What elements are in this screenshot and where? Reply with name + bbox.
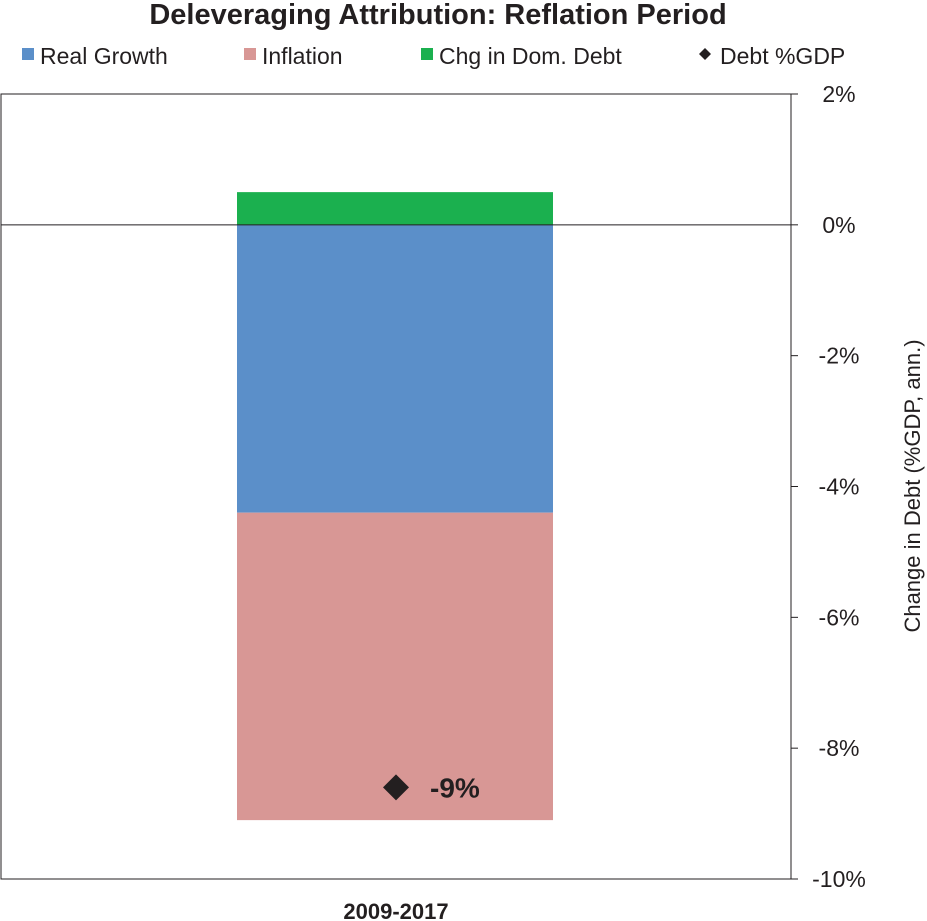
y-tick-label: 2% [822,81,855,107]
bars [237,192,553,820]
legend-label-inflation: Inflation [262,43,343,69]
legend-swatch-chg-dom-debt [421,48,433,60]
category-label: 2009-2017 [343,899,448,921]
y-axis-title: Change in Debt (%GDP, ann.) [900,339,925,632]
y-tick-label: -10% [812,866,866,892]
legend: Real Growth Inflation Chg in Dom. Debt D… [22,43,845,69]
y-tick-label: -8% [819,735,860,761]
chart-title: Deleveraging Attribution: Reflation Peri… [149,0,726,31]
legend-swatch-inflation [244,48,256,60]
legend-marker-debt-gdp [699,48,711,60]
debt-gdp-label: -9% [430,772,480,803]
legend-label-debt-gdp: Debt %GDP [720,43,845,69]
bar-segment-real-growth [237,225,553,513]
y-tick-label: -2% [819,343,860,369]
legend-label-chg-dom-debt: Chg in Dom. Debt [439,43,622,69]
y-tick-label: 0% [822,212,855,238]
y-axis: 2% 0% -2% -4% -6% -8% -10% [791,81,866,892]
bar-segment-inflation [237,513,553,820]
bar-segment-chg-in-dom-debt [237,192,553,225]
markers: -9% [383,772,480,803]
legend-swatch-real-growth [22,48,34,60]
y-tick-label: -6% [819,604,860,630]
legend-label-real-growth: Real Growth [40,43,168,69]
y-tick-label: -4% [819,474,860,500]
